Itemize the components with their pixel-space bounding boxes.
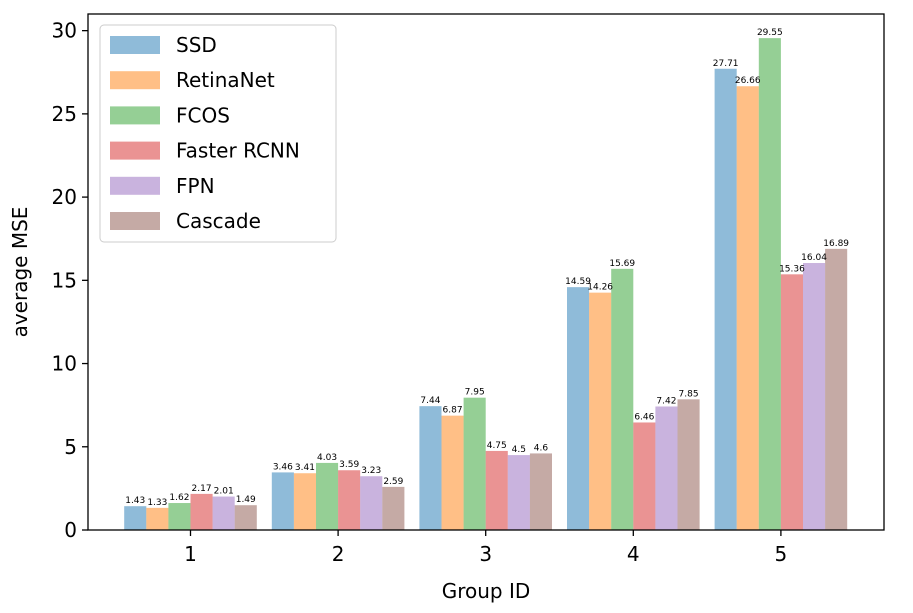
bar-ssd-group-2 bbox=[271, 472, 294, 530]
data-label: 14.59 bbox=[565, 277, 591, 287]
bar-fcos-group-1 bbox=[168, 503, 191, 530]
bars-layer bbox=[124, 38, 848, 531]
legend-swatch bbox=[110, 106, 160, 125]
data-label: 7.44 bbox=[420, 396, 440, 406]
legend-label: SSD bbox=[176, 33, 217, 57]
bar-faster-rcnn-group-5 bbox=[780, 274, 803, 530]
bar-ssd-group-4 bbox=[567, 287, 590, 530]
y-tick-label: 5 bbox=[64, 435, 77, 459]
bar-fpn-group-5 bbox=[803, 263, 826, 530]
data-label: 16.89 bbox=[823, 239, 849, 249]
data-label: 16.04 bbox=[801, 253, 827, 263]
data-label: 1.62 bbox=[169, 493, 189, 503]
y-tick-label: 25 bbox=[52, 102, 77, 126]
data-label: 4.75 bbox=[487, 441, 507, 451]
bar-fcos-group-5 bbox=[758, 38, 781, 530]
bar-cascade-group-3 bbox=[529, 453, 552, 530]
bar-cascade-group-2 bbox=[382, 486, 405, 530]
legend-label: Faster RCNN bbox=[176, 139, 300, 163]
bar-fpn-group-2 bbox=[360, 476, 383, 530]
data-label: 29.55 bbox=[757, 28, 783, 38]
x-tick-label: 5 bbox=[775, 542, 788, 566]
legend-swatch bbox=[110, 212, 160, 230]
bar-fcos-group-4 bbox=[611, 268, 634, 530]
data-label: 6.46 bbox=[634, 412, 654, 422]
data-label: 4.03 bbox=[317, 453, 337, 463]
legend-label: Cascade bbox=[176, 209, 261, 233]
bar-ssd-group-3 bbox=[419, 406, 442, 530]
bar-faster-rcnn-group-2 bbox=[338, 470, 361, 530]
data-label: 3.23 bbox=[361, 466, 381, 476]
legend-label: FCOS bbox=[176, 103, 230, 127]
bar-fpn-group-3 bbox=[507, 455, 530, 530]
x-tick-label: 3 bbox=[479, 542, 492, 566]
bar-fcos-group-2 bbox=[316, 462, 339, 530]
data-label: 2.01 bbox=[214, 487, 234, 497]
legend-swatch bbox=[110, 176, 160, 195]
data-label: 15.36 bbox=[779, 264, 805, 274]
legend: SSD RetinaNet FCOS Faster RCNN FPN Cascade bbox=[99, 24, 337, 243]
data-label: 7.42 bbox=[656, 396, 676, 406]
data-label: 15.69 bbox=[609, 259, 635, 269]
bar-fpn-group-4 bbox=[655, 406, 678, 530]
data-label: 4.5 bbox=[512, 445, 526, 455]
data-label: 1.49 bbox=[236, 495, 256, 505]
legend-label: RetinaNet bbox=[176, 68, 275, 92]
data-label: 7.95 bbox=[465, 388, 485, 398]
legend-swatch bbox=[110, 71, 160, 90]
bar-fpn-group-1 bbox=[212, 496, 235, 530]
y-tick-label: 0 bbox=[64, 518, 77, 542]
legend-swatch bbox=[110, 141, 160, 160]
bar-retinanet-group-2 bbox=[293, 473, 316, 530]
x-tick-label: 2 bbox=[332, 542, 345, 566]
legend-label: FPN bbox=[176, 174, 215, 198]
bar-fcos-group-3 bbox=[463, 397, 486, 530]
data-label: 2.59 bbox=[383, 477, 403, 487]
data-label: 3.46 bbox=[273, 462, 293, 472]
value-labels-layer: 1.43 1.33 1.622.17 2.011.49 3.46 3.414.033.59… bbox=[125, 28, 849, 508]
y-tick-label: 20 bbox=[52, 185, 77, 209]
data-label: 2.17 bbox=[192, 484, 212, 494]
bar-cascade-group-5 bbox=[825, 248, 848, 530]
bar-cascade-group-1 bbox=[234, 505, 257, 530]
data-label: 7.85 bbox=[679, 389, 699, 399]
bar-retinanet-group-1 bbox=[146, 507, 169, 530]
y-axis-label: average MSE bbox=[8, 207, 32, 338]
bar-retinanet-group-3 bbox=[441, 415, 464, 530]
y-tick-label: 15 bbox=[52, 268, 77, 292]
data-label: 1.43 bbox=[125, 496, 145, 506]
bar-ssd-group-5 bbox=[714, 68, 737, 531]
data-label: 26.66 bbox=[735, 76, 761, 86]
x-tick-label: 4 bbox=[627, 542, 640, 566]
bar-faster-rcnn-group-4 bbox=[633, 422, 656, 530]
y-tick-label: 10 bbox=[52, 352, 77, 376]
x-axis: 1 2 3 4 5 bbox=[184, 530, 787, 566]
bar-faster-rcnn-group-3 bbox=[485, 450, 508, 530]
data-label: 6.87 bbox=[443, 406, 463, 416]
data-label: 27.71 bbox=[713, 59, 739, 69]
bar-retinanet-group-4 bbox=[589, 292, 612, 530]
x-tick-label: 1 bbox=[184, 542, 197, 566]
bar-faster-rcnn-group-1 bbox=[190, 493, 213, 530]
data-label: 3.41 bbox=[295, 463, 315, 473]
y-tick-label: 30 bbox=[52, 19, 77, 43]
data-label: 14.26 bbox=[587, 283, 613, 293]
legend-swatch bbox=[110, 36, 160, 54]
bar-retinanet-group-5 bbox=[736, 86, 759, 531]
bar-cascade-group-4 bbox=[677, 399, 700, 530]
x-axis-label: Group ID bbox=[442, 579, 531, 603]
data-label: 3.59 bbox=[339, 460, 359, 470]
data-label: 4.6 bbox=[534, 443, 549, 453]
bar-ssd-group-1 bbox=[124, 506, 147, 530]
data-label: 1.33 bbox=[147, 498, 167, 508]
y-axis: 0 5 10 15 20 25 30 bbox=[52, 19, 88, 542]
